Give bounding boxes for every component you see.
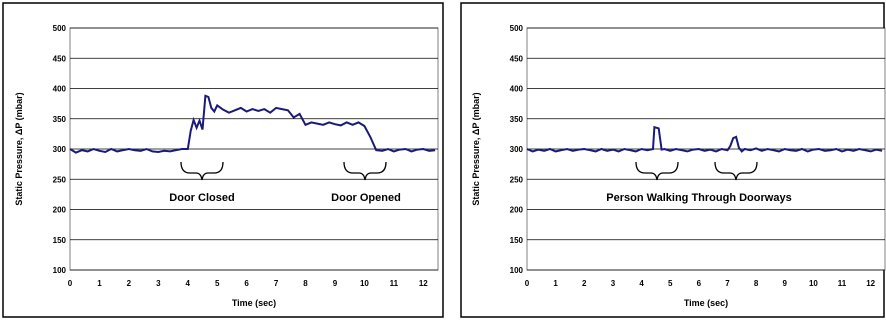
y-axis-label: Static Pressure, ΔP (mbar): [14, 92, 24, 205]
x-tick-label: 7: [274, 279, 279, 288]
walking-brace-1: [635, 161, 679, 181]
y-tick-label: 300: [510, 145, 524, 154]
y-tick-label: 500: [510, 24, 524, 33]
x-tick-label: 4: [186, 279, 191, 288]
x-tick-label: 2: [582, 279, 587, 288]
x-tick-label: 6: [244, 279, 249, 288]
y-tick-label: 200: [510, 206, 524, 215]
x-axis-label: Time (sec): [684, 298, 728, 308]
y-tick-label: 100: [53, 266, 67, 275]
y-tick-label: 150: [53, 236, 67, 245]
x-tick-label: 0: [68, 279, 73, 288]
x-tick-label: 12: [419, 279, 428, 288]
y-tick-labels: 100 150 200 250 300 350 400 450 500: [53, 24, 67, 275]
x-tick-labels: 0 1 2 3 4 5 6 7 8 9 10 11 12: [525, 279, 876, 288]
y-tick-label: 100: [510, 266, 524, 275]
x-tick-label: 9: [783, 279, 788, 288]
y-tick-label: 300: [53, 145, 67, 154]
y-tick-label: 350: [510, 115, 524, 124]
y-tick-label: 350: [53, 115, 67, 124]
y-tick-label: 500: [53, 24, 67, 33]
door-opened-brace: [343, 161, 387, 181]
y-tick-label: 250: [510, 175, 524, 184]
series-line: [69, 94, 436, 154]
x-tick-label: 11: [838, 279, 847, 288]
y-tick-label: 400: [53, 85, 67, 94]
x-tick-label: 0: [525, 279, 530, 288]
x-tick-label: 3: [611, 279, 616, 288]
x-tick-label: 11: [390, 279, 399, 288]
y-axis-label: Static Pressure, ΔP (mbar): [471, 92, 481, 205]
x-tick-label: 10: [360, 279, 369, 288]
walking-brace-2: [714, 161, 758, 181]
x-tick-label: 7: [725, 279, 730, 288]
x-tick-label: 1: [553, 279, 558, 288]
x-tick-label: 1: [97, 279, 102, 288]
y-tick-labels: 100 150 200 250 300 350 400 450 500: [510, 24, 524, 275]
x-tick-label: 5: [215, 279, 220, 288]
y-tick-label: 450: [510, 54, 524, 63]
y-tick-label: 150: [510, 236, 524, 245]
x-tick-label: 9: [333, 279, 338, 288]
x-tick-label: 8: [754, 279, 759, 288]
x-tick-label: 5: [668, 279, 673, 288]
x-tick-label: 8: [303, 279, 308, 288]
y-tick-label: 250: [53, 175, 67, 184]
annotation-door-opened: Door Opened: [331, 192, 401, 204]
annotation-walking: Person Walking Through Doorways: [606, 192, 791, 204]
x-tick-label: 6: [697, 279, 702, 288]
x-tick-label: 4: [639, 279, 644, 288]
y-tick-label: 450: [53, 54, 67, 63]
series-line: [526, 125, 883, 153]
annotation-door-closed: Door Closed: [169, 192, 234, 204]
x-tick-label: 10: [809, 279, 818, 288]
door-closed-brace: [180, 161, 224, 181]
x-tick-label: 3: [156, 279, 161, 288]
x-tick-labels: 0 1 2 3 4 5 6 7 8 9 10 11 12: [68, 279, 429, 288]
y-tick-label: 400: [510, 85, 524, 94]
x-tick-label: 12: [866, 279, 875, 288]
y-tick-label: 200: [53, 206, 67, 215]
x-tick-label: 2: [127, 279, 132, 288]
x-axis-label: Time (sec): [232, 298, 276, 308]
